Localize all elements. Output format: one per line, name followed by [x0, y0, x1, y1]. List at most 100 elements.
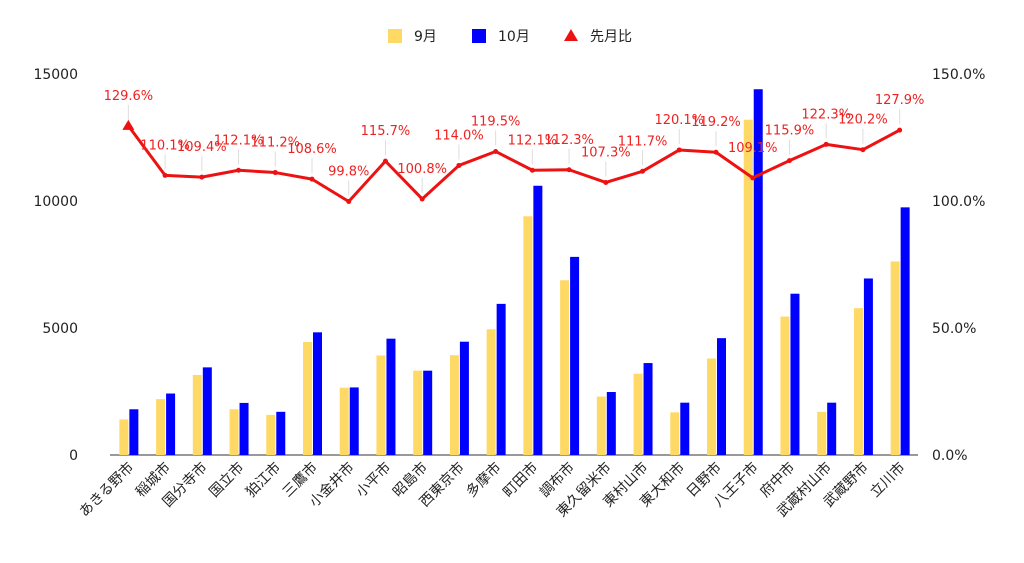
data-label: 110.1%	[140, 138, 190, 153]
ratio-point	[493, 148, 499, 154]
data-label: 100.8%	[397, 162, 447, 177]
bar-sep	[596, 396, 606, 455]
category-label: 多摩市	[463, 459, 505, 501]
data-label: 107.3%	[581, 145, 631, 160]
bar-sep	[303, 341, 312, 455]
category-label: 小平市	[353, 459, 395, 501]
bar-oct	[900, 207, 910, 455]
legend-swatch	[472, 29, 486, 43]
data-label: 108.6%	[287, 142, 337, 157]
category-label: 立川市	[867, 459, 909, 501]
data-label: 119.2%	[691, 115, 741, 130]
ratio-point	[272, 170, 278, 176]
bar-oct	[643, 363, 653, 455]
ratio-point	[236, 167, 242, 173]
ratio-point	[309, 176, 315, 182]
data-label: 127.9%	[875, 93, 925, 108]
bar-oct	[202, 367, 212, 455]
bar-oct	[496, 303, 506, 455]
bar-oct	[790, 293, 800, 455]
bar-sep	[339, 387, 349, 455]
category-label: 国立市	[206, 459, 248, 501]
bar-oct	[680, 402, 690, 455]
ratio-point	[713, 149, 719, 155]
bar-sep	[817, 411, 827, 455]
ratio-point	[382, 158, 388, 164]
data-label: 119.5%	[471, 114, 521, 129]
data-label: 129.6%	[104, 89, 154, 104]
bar-sep	[707, 358, 716, 455]
ratio-point	[566, 167, 572, 173]
bar-sep	[229, 409, 239, 455]
bar-oct	[753, 89, 763, 456]
y-right-tick-label: 50.0%	[932, 321, 976, 337]
bar-oct	[717, 338, 726, 455]
bar-sep	[853, 308, 863, 455]
y-left-tick-label: 5000	[42, 321, 78, 337]
bar-sep	[156, 399, 166, 455]
bar-sep	[523, 216, 533, 455]
y-left-tick-label: 0	[69, 448, 78, 464]
data-label: 112.1%	[214, 133, 264, 148]
bar-oct	[863, 278, 873, 455]
data-label: 111.2%	[250, 136, 300, 151]
data-label: 115.7%	[361, 124, 411, 139]
ratio-point	[860, 147, 866, 153]
bar-sep	[119, 419, 129, 455]
bar-sep	[780, 316, 790, 455]
bar-oct	[313, 332, 322, 455]
ratio-point	[786, 158, 792, 164]
bar-oct	[606, 392, 616, 455]
y-left-tick-label: 10000	[33, 194, 78, 210]
category-labels: あきる野市稲城市国分寺市国立市狛江市三鷹市小金井市小平市昭島市西東京市多摩市町田…	[76, 459, 909, 521]
bar-oct	[827, 402, 837, 455]
ratio-point	[162, 172, 168, 178]
bar-sep	[743, 119, 753, 455]
data-label: 109.4%	[177, 140, 227, 155]
ratio-point	[529, 167, 535, 173]
bar-sep	[376, 355, 386, 455]
legend-swatch	[388, 29, 402, 43]
ratio-point	[603, 179, 609, 185]
data-label: 112.1%	[508, 133, 558, 148]
bar-sep	[560, 280, 570, 455]
y-right-tick-label: 100.0%	[932, 194, 985, 210]
bar-oct	[459, 341, 469, 455]
category-label: 町田市	[499, 459, 541, 501]
ratio-point	[676, 147, 682, 153]
data-label: 109.1%	[728, 141, 778, 156]
bar-oct	[276, 411, 286, 455]
ratio-point	[346, 199, 352, 205]
legend: 9月 10月 先月比	[388, 29, 632, 45]
ratio-point	[199, 174, 205, 180]
legend-label: 10月	[498, 29, 530, 45]
ratio-point	[823, 141, 829, 147]
bar-sep	[266, 414, 276, 455]
y-left-tick-label: 15000	[33, 67, 78, 83]
ratio-point	[640, 168, 646, 174]
legend-triangle-icon	[564, 29, 578, 41]
bar-oct	[570, 256, 580, 455]
bar-oct	[349, 387, 359, 455]
y-right-tick-label: 0.0%	[932, 448, 968, 464]
bar-sep	[670, 412, 680, 455]
legend-label: 先月比	[590, 29, 632, 45]
bar-oct	[423, 370, 433, 455]
data-label: 115.9%	[765, 124, 815, 139]
bar-oct	[239, 402, 249, 455]
category-label: 狛江市	[242, 459, 284, 501]
bars	[119, 89, 910, 456]
data-label: 122.3%	[801, 107, 851, 122]
category-label: あきる野市	[76, 459, 137, 520]
bar-sep	[633, 373, 643, 455]
ratio-line	[127, 124, 901, 204]
bar-oct	[386, 338, 396, 455]
ratio-point	[419, 196, 425, 202]
data-label: 111.7%	[618, 134, 668, 149]
data-label: 114.0%	[434, 128, 484, 143]
bar-oct	[129, 409, 139, 455]
data-label: 99.8%	[328, 165, 369, 180]
ratio-point	[750, 175, 756, 181]
ratio-point	[897, 127, 903, 133]
